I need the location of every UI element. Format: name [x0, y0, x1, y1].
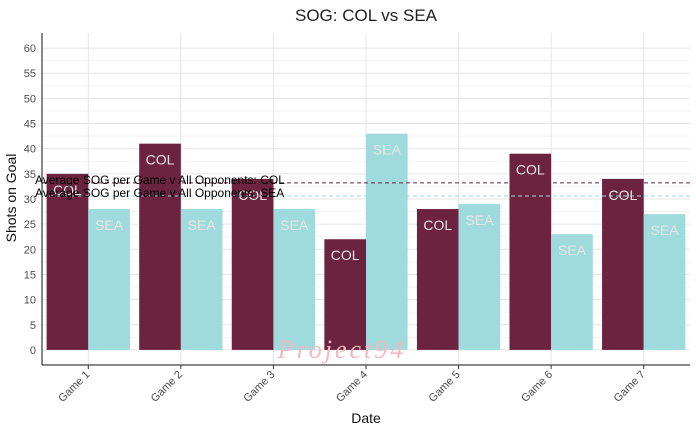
x-tick-label: Game 3	[241, 369, 277, 405]
bar-label-sea: SEA	[651, 222, 680, 238]
y-tick-label: 10	[24, 295, 36, 307]
bar-col	[324, 239, 366, 350]
bar-col	[416, 209, 459, 350]
y-tick-label: 45	[24, 119, 36, 131]
x-tick-label: Game 4	[334, 369, 370, 405]
x-tick-label: Game 2	[149, 369, 185, 405]
bar-label-col: COL	[516, 162, 545, 178]
bar-sea	[643, 214, 686, 350]
bar-label-col: COL	[238, 187, 267, 203]
watermark: Project94	[277, 335, 407, 364]
reference-line-label: Average SOG per Game v All Opponents: CO…	[35, 173, 285, 187]
y-tick-label: 15	[24, 269, 36, 281]
bar-col	[46, 173, 89, 350]
x-tick-label: Game 1	[56, 369, 92, 405]
y-tick-labels: 0 5 10 15 20 25 30 35 40 45 50 55 60	[24, 43, 36, 357]
chart-title: SOG: COL vs SEA	[295, 6, 438, 25]
bar-labels: COL SEA COL SEA COL SEA COL SEA COL SEA COL SEA COL S…	[53, 142, 679, 264]
bar-sea	[551, 234, 593, 350]
x-tick-label: Game 6	[519, 369, 555, 405]
bar-label-sea: SEA	[373, 142, 402, 158]
bar-sea	[458, 204, 501, 350]
y-tick-label: 60	[24, 43, 36, 55]
bar-label-sea: SEA	[95, 217, 124, 233]
bar-label-col: COL	[423, 217, 452, 233]
x-tick-label: Game 5	[427, 369, 463, 405]
bar-label-sea: SEA	[188, 217, 217, 233]
bar-sea	[88, 209, 130, 350]
y-tick-label: 35	[24, 169, 36, 181]
y-axis-label: Shots on Goal	[3, 154, 19, 243]
bar-label-sea: SEA	[558, 242, 587, 258]
bar-col	[509, 153, 552, 350]
y-tick-label: 55	[24, 68, 36, 80]
bars	[46, 133, 686, 350]
reference-lines: Average SOG per Game v All Opponents: CO…	[35, 173, 690, 200]
bar-label-sea: SEA	[280, 217, 309, 233]
y-tick-label: 5	[30, 320, 36, 332]
bar-label-sea: SEA	[465, 212, 494, 228]
y-tick-label: 20	[24, 244, 36, 256]
y-tick-label: 30	[24, 194, 36, 206]
x-tick-label: Game 7	[612, 369, 648, 405]
bar-col	[602, 178, 644, 350]
bar-sea	[180, 209, 223, 350]
x-axis-label: Date	[351, 410, 381, 426]
x-tick-labels: Game 1 Game 2 Game 3 Game 4 Game 5 Game 6 Game…	[56, 365, 648, 405]
bar-col	[231, 178, 274, 350]
y-tick-label: 0	[30, 345, 36, 357]
bar-col	[139, 143, 181, 350]
y-tick-label: 40	[24, 144, 36, 156]
bar-label-col: COL	[331, 247, 360, 263]
bar-label-col: COL	[53, 182, 82, 198]
reference-line-label: Average SOG per Game v All Opponents: SE…	[35, 186, 284, 200]
bar-sea	[366, 133, 408, 350]
bar-sea	[273, 209, 316, 350]
bar-label-col: COL	[608, 187, 637, 203]
y-tick-label: 25	[24, 219, 36, 231]
bar-label-col: COL	[146, 152, 175, 168]
y-tick-label: 50	[24, 93, 36, 105]
